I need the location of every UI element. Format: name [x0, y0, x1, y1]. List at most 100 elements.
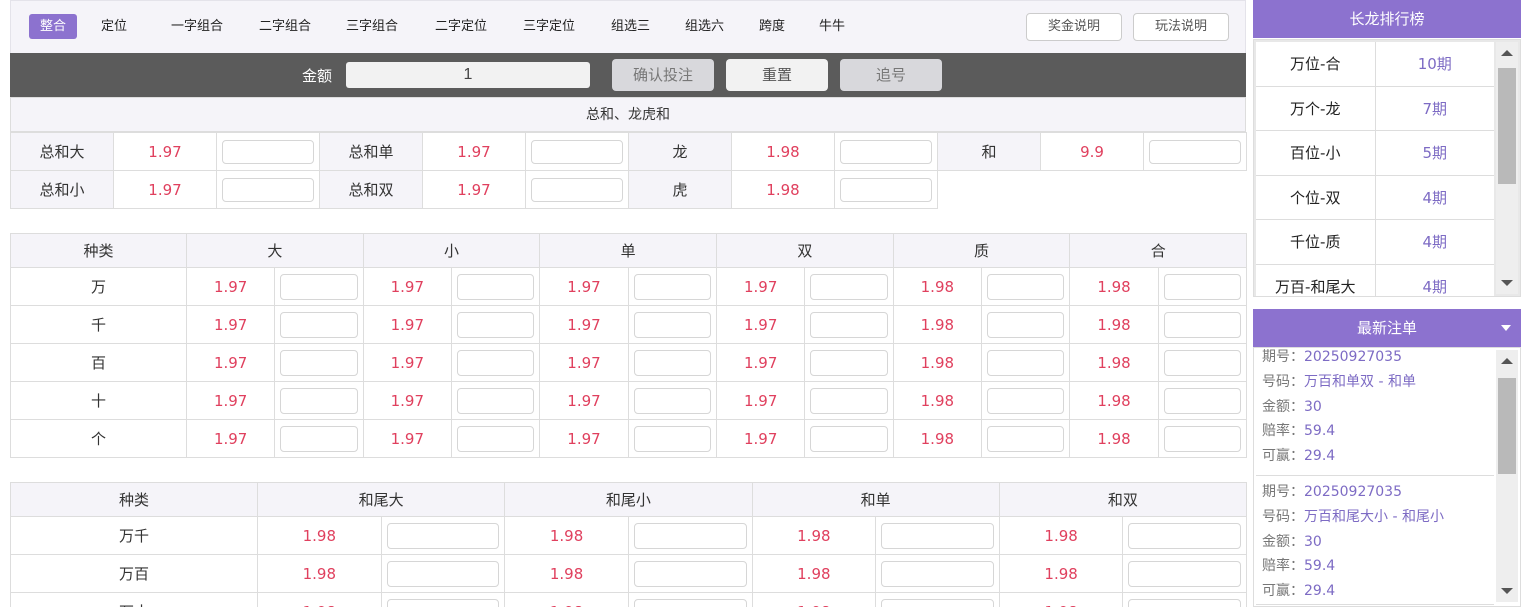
bet-amount-input[interactable]: [840, 177, 932, 202]
scroll-down-icon[interactable]: [1501, 280, 1513, 286]
bet-amount-input[interactable]: [810, 387, 888, 414]
column-header: 和尾大: [256, 482, 506, 517]
chase-number-button[interactable]: 追号: [840, 59, 942, 91]
ranking-item[interactable]: 万个-龙 7期: [1256, 86, 1494, 131]
bet-amount-input[interactable]: [987, 349, 1065, 376]
bet-amount-input[interactable]: [987, 311, 1065, 338]
bet-amount-input[interactable]: [222, 139, 314, 164]
bet-amount-input[interactable]: [457, 425, 535, 452]
bet-amount-input[interactable]: [1163, 425, 1242, 452]
bet-amount-input[interactable]: [457, 273, 535, 300]
bet-amount-input[interactable]: [1163, 387, 1242, 414]
column-header: 小: [362, 233, 541, 268]
bet-amount-input[interactable]: [531, 139, 623, 164]
bet-amount-input[interactable]: [881, 560, 994, 587]
tab-10[interactable]: 牛牛: [819, 19, 846, 34]
scrollbar-thumb[interactable]: [1498, 68, 1516, 184]
scroll-down-icon[interactable]: [1501, 588, 1513, 594]
bet-amount-input[interactable]: [810, 349, 888, 376]
bet-amount-input[interactable]: [457, 349, 535, 376]
bet-amount-input[interactable]: [457, 311, 535, 338]
bet-amount-input[interactable]: [987, 273, 1065, 300]
bet-amount-input[interactable]: [280, 387, 358, 414]
bet-amount-input[interactable]: [280, 311, 358, 338]
ranking-item[interactable]: 万百-和尾大 4期: [1256, 264, 1494, 296]
bet-amount-input[interactable]: [1163, 311, 1242, 338]
bet-amount-input[interactable]: [386, 560, 500, 587]
bet-amount-input[interactable]: [1128, 560, 1242, 587]
rules-info-button[interactable]: 玩法说明: [1133, 13, 1229, 41]
tab-7[interactable]: 组选三: [611, 19, 651, 34]
latest-orders-list: 期号：20250927035 号码：万百和单双 - 和单 金额：30 赔率：59.4 可…: [1253, 347, 1521, 607]
caret-down-icon[interactable]: [1501, 325, 1511, 331]
tab-6[interactable]: 三字定位: [523, 19, 576, 34]
ranking-item[interactable]: 万位-合 10期: [1256, 42, 1494, 87]
bet-amount-input[interactable]: [386, 598, 500, 607]
bet-amount-input[interactable]: [1149, 139, 1241, 164]
bet-amount-input[interactable]: [987, 387, 1065, 414]
tab-3[interactable]: 二字组合: [259, 19, 312, 34]
bet-amount-input[interactable]: [810, 425, 888, 452]
input-cell: [804, 305, 894, 344]
tab-2[interactable]: 一字组合: [171, 19, 224, 34]
bet-amount-input[interactable]: [1128, 522, 1242, 549]
bet-amount-input[interactable]: [531, 177, 623, 202]
bet-amount-input[interactable]: [1163, 349, 1242, 376]
bet-amount-input[interactable]: [280, 273, 358, 300]
order-amount: 金额：30: [1262, 530, 1494, 555]
latest-orders-header[interactable]: 最新注单: [1253, 309, 1521, 347]
scrollbar-thumb[interactable]: [1498, 378, 1516, 474]
bet-amount-input[interactable]: [633, 598, 747, 607]
input-cell: [1143, 132, 1247, 171]
input-cell: [450, 305, 541, 344]
input-cell: [274, 381, 364, 420]
scroll-up-icon[interactable]: [1501, 50, 1513, 56]
bet-amount-input[interactable]: [1163, 273, 1242, 300]
input-cell: [380, 516, 506, 555]
scroll-up-icon[interactable]: [1501, 358, 1513, 364]
order-code-label: 号码：: [1262, 373, 1304, 390]
ranking-item[interactable]: 百位-小 5期: [1256, 131, 1494, 176]
tab-5[interactable]: 二字定位: [435, 19, 488, 34]
odds-value: 1.98: [892, 267, 983, 306]
reset-button[interactable]: 重置: [726, 59, 828, 91]
tab-8[interactable]: 组选六: [685, 19, 725, 34]
bet-amount-input[interactable]: [457, 387, 535, 414]
bet-amount-input[interactable]: [810, 273, 888, 300]
tab-4[interactable]: 三字组合: [346, 19, 399, 34]
bet-amount-input[interactable]: [633, 387, 712, 414]
bet-amount-input[interactable]: [280, 425, 358, 452]
bet-amount-input[interactable]: [633, 311, 712, 338]
bet-amount-input[interactable]: [881, 598, 994, 607]
bet-amount-input[interactable]: [1128, 598, 1242, 607]
prize-info-button[interactable]: 奖金说明: [1026, 13, 1122, 41]
amount-input[interactable]: [346, 62, 590, 88]
tab-0[interactable]: 整合: [29, 14, 78, 39]
ranking-name: 百位-小: [1256, 131, 1376, 175]
order-odds-label: 赔率：: [1262, 558, 1304, 575]
bet-amount-input[interactable]: [633, 425, 712, 452]
bet-amount-input[interactable]: [633, 273, 712, 300]
bet-amount-input[interactable]: [633, 560, 747, 587]
bet-amount-input[interactable]: [987, 425, 1065, 452]
odds-value: 1.97: [185, 305, 276, 344]
bet-amount-input[interactable]: [386, 522, 500, 549]
bet-amount-input[interactable]: [881, 522, 994, 549]
ranking-scrollbar[interactable]: [1496, 42, 1518, 294]
odds-value: 1.98: [731, 170, 835, 209]
input-cell: [525, 132, 629, 171]
tab-9[interactable]: 跨度: [759, 19, 786, 34]
tab-1[interactable]: 定位: [101, 19, 128, 34]
bet-amount-input[interactable]: [280, 349, 358, 376]
bet-amount-input[interactable]: [633, 349, 712, 376]
bet-amount-input[interactable]: [633, 522, 747, 549]
input-cell: [804, 267, 894, 306]
orders-scrollbar[interactable]: [1496, 350, 1518, 602]
bet-amount-input[interactable]: [810, 311, 888, 338]
ranking-item[interactable]: 千位-质 4期: [1256, 220, 1494, 265]
ranking-item[interactable]: 个位-双 4期: [1256, 175, 1494, 220]
odds-value: 1.97: [362, 381, 453, 420]
bet-amount-input[interactable]: [840, 139, 932, 164]
confirm-bet-button[interactable]: 确认投注: [612, 59, 714, 91]
bet-amount-input[interactable]: [222, 177, 314, 202]
